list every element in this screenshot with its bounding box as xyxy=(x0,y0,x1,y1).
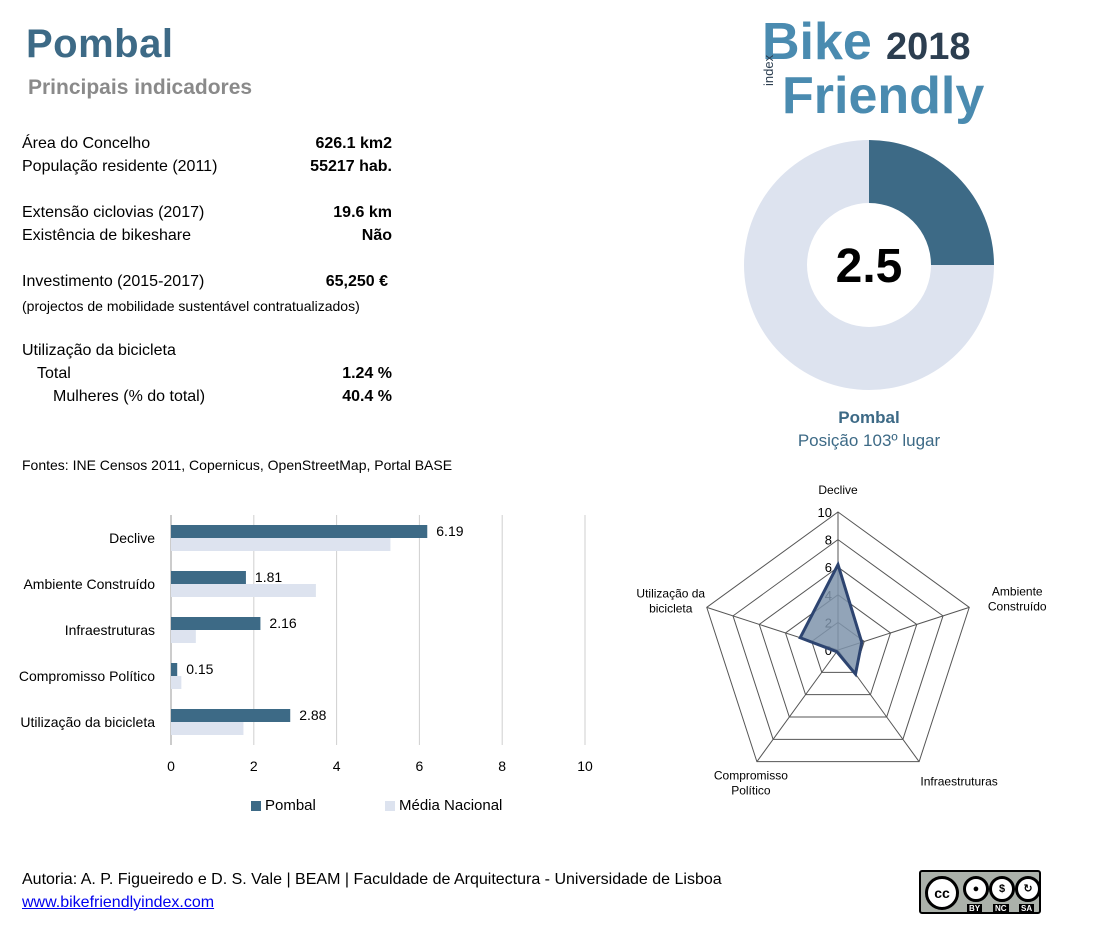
usage-women-label: Mulheres (% do total) xyxy=(53,388,206,405)
population-value: 55217 hab. xyxy=(310,158,392,175)
usage-total-value: 1.24 % xyxy=(342,365,392,382)
bike-friendly-logo: Bike 2018 index Friendly xyxy=(760,12,1000,124)
bar-x-tick-label: 2 xyxy=(250,758,258,774)
score-donut-chart: 2.5 xyxy=(744,140,994,390)
usage-women-value: 40.4 % xyxy=(342,388,392,405)
bar-data-label: 2.16 xyxy=(269,615,296,631)
radar-gridring xyxy=(732,538,944,740)
bar-x-tick-label: 0 xyxy=(167,758,175,774)
radar-axis-label: Infraestruturas xyxy=(920,775,997,789)
radar-axis xyxy=(756,649,839,762)
nc-text: NC xyxy=(993,904,1009,913)
radar-axis-label: bicicleta xyxy=(649,601,693,615)
radar-gridring xyxy=(706,511,970,763)
bar-data-label: 2.88 xyxy=(299,707,326,723)
bar-category-label: Infraestruturas xyxy=(65,622,155,638)
radar-axis-label: Político xyxy=(731,784,771,798)
bar-pombal xyxy=(171,617,261,630)
radar-axis-label: Declive xyxy=(818,483,858,497)
population-label: População residente (2011) xyxy=(22,158,218,175)
bar-media-nacional xyxy=(171,676,182,689)
bar-pombal xyxy=(171,571,246,584)
bar-category-label: Utilização da bicicleta xyxy=(20,714,155,730)
bar-x-tick-label: 8 xyxy=(498,758,506,774)
by-icon: ● xyxy=(963,876,989,902)
donut-rank: Posição 103º lugar xyxy=(797,431,941,450)
radar-tick-label: 10 xyxy=(818,505,832,520)
indicator-radar-chart: 0246810DecliveAmbienteConstruídoInfraest… xyxy=(636,483,1047,798)
bar-pombal xyxy=(171,525,428,538)
legend-swatch-pombal xyxy=(251,801,261,812)
logo-friendly-text: Friendly xyxy=(782,67,985,125)
page-subtitle: Principais indicadores xyxy=(28,76,253,99)
donut-slice-remaining xyxy=(744,140,994,390)
bar-data-label: 6.19 xyxy=(436,523,463,539)
sa-icon: ↻ xyxy=(1015,876,1041,902)
bar-pombal xyxy=(171,709,291,722)
bar-pombal xyxy=(171,663,178,676)
area-value: 626.1 km2 xyxy=(315,135,392,152)
donut-score-label: 2.5 xyxy=(836,240,903,293)
indicator-bar-chart: 0 2 4 6 8 10 Declive 6.19 Ambiente Construído 1.8… xyxy=(19,515,593,774)
footer-authors: Autoria: A. P. Figueiredo e D. S. Vale |… xyxy=(22,871,722,888)
ciclovias-label: Extensão ciclovias (2017) xyxy=(22,204,205,221)
investment-note: (projectos de mobilidade sustentável con… xyxy=(22,298,360,314)
usage-total-label: Total xyxy=(37,365,71,382)
bar-media-nacional xyxy=(171,630,196,643)
logo-year-text: 2018 xyxy=(886,26,971,68)
bar-data-label: 1.81 xyxy=(255,569,282,585)
area-label: Área do Concelho xyxy=(22,135,151,152)
nc-icon: $ xyxy=(989,876,1015,902)
legend-label-media: Média Nacional xyxy=(399,797,503,814)
bar-media-nacional xyxy=(171,538,391,551)
legend-swatch-media xyxy=(385,801,395,812)
logo-bike-text: Bike xyxy=(762,13,872,71)
bikeshare-value: Não xyxy=(361,227,392,244)
sources-text: Fontes: INE Censos 2011, Copernicus, Ope… xyxy=(22,457,453,473)
radar-axis-label: Compromisso xyxy=(714,769,788,783)
bike-usage-label: Utilização da bicicleta xyxy=(22,342,176,359)
bar-category-label: Ambiente Construído xyxy=(23,576,155,592)
bar-x-tick-label: 6 xyxy=(416,758,424,774)
radar-tick-label: 8 xyxy=(825,533,832,548)
radar-gridring xyxy=(758,566,918,718)
sa-text: SA xyxy=(1019,904,1035,913)
bar-x-tick-label: 10 xyxy=(577,758,593,774)
bar-category-label: Compromisso Político xyxy=(19,668,155,684)
page-title: Pombal xyxy=(26,22,174,66)
radar-series-pombal xyxy=(798,560,864,678)
investment-value: 65,250 € xyxy=(325,273,388,290)
ciclovias-value: 19.6 km xyxy=(333,204,392,221)
legend-item-media: Média Nacional xyxy=(385,797,502,814)
bikeshare-label: Existência de bikeshare xyxy=(22,227,191,244)
legend-label-pombal: Pombal xyxy=(265,797,316,814)
legend-item-pombal: Pombal xyxy=(251,797,316,814)
logo-index-text: index xyxy=(761,54,776,86)
radar-gridring xyxy=(784,594,892,696)
website-link[interactable]: www.bikefriendlyindex.com xyxy=(22,894,215,911)
investment-label: Investimento (2015-2017) xyxy=(22,273,205,290)
radar-axis-label: Utilização da xyxy=(636,586,705,600)
radar-tick-label: 0 xyxy=(825,643,832,658)
radar-axis-label: Ambiente xyxy=(992,584,1043,598)
donut-slice-score xyxy=(869,140,994,265)
cc-icon: cc xyxy=(925,876,959,910)
by-text: BY xyxy=(967,904,983,913)
donut-city-name: Pombal xyxy=(838,408,900,427)
bar-x-tick-label: 4 xyxy=(333,758,341,774)
radar-axis-label: Construído xyxy=(988,599,1047,613)
cc-license-badge[interactable]: cc ● $ ↻ BY NC SA xyxy=(919,870,1041,914)
bar-category-label: Declive xyxy=(109,530,155,546)
bar-media-nacional xyxy=(171,584,316,597)
bar-data-label: 0.15 xyxy=(186,661,213,677)
bar-media-nacional xyxy=(171,722,244,735)
radar-tick-label: 6 xyxy=(825,560,832,575)
